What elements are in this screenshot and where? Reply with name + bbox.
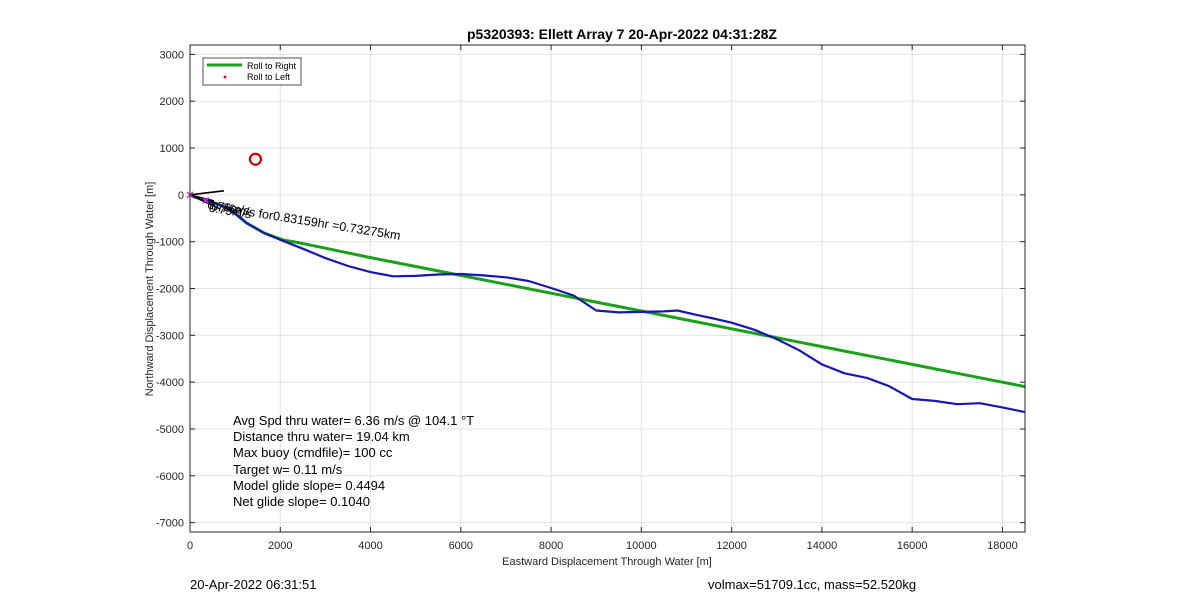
y-tick-label: 2000 xyxy=(160,96,184,108)
x-tick-label: 18000 xyxy=(987,540,1018,552)
legend-label-roll-right: Roll to Right xyxy=(247,61,297,71)
current-vector-line xyxy=(189,194,215,202)
info-avg-speed: Avg Spd thru water= 6.36 m/s @ 104.1 °T xyxy=(233,413,474,428)
gridlines xyxy=(190,45,1025,532)
info-max-buoy: Max buoy (cmdfile)= 100 cc xyxy=(233,445,393,460)
y-axis-label: Northward Displacement Through Water [m] xyxy=(144,182,156,397)
info-target-w: Target w= 0.11 m/s xyxy=(233,462,343,477)
x-tick-label: 12000 xyxy=(716,540,747,552)
chart-title: p5320393: Ellett Array 7 20-Apr-2022 04:… xyxy=(467,26,777,42)
y-tick-label: -4000 xyxy=(156,377,184,389)
series-track-line xyxy=(190,193,1025,414)
x-tick-label: 10000 xyxy=(626,540,657,552)
y-tick-label: -6000 xyxy=(156,471,184,483)
x-tick-label: 6000 xyxy=(449,540,473,552)
x-tick-label: 0 xyxy=(187,540,193,552)
x-tick-label: 16000 xyxy=(897,540,928,552)
info-net-glide: Net glide slope= 0.1040 xyxy=(233,494,370,509)
current-vector-line xyxy=(189,190,225,196)
y-tick-label: -7000 xyxy=(156,518,184,530)
x-tick-label: 8000 xyxy=(539,540,563,552)
y-tick-label: 3000 xyxy=(160,49,184,61)
red-circle-marker xyxy=(248,152,263,166)
x-tick-label: 4000 xyxy=(358,540,382,552)
current-annotation-1: 0.76m/s xyxy=(206,197,250,218)
axis-ticks: 0 2000 4000 6000 8000 10000 12000 14000 16000 180… xyxy=(156,45,1025,552)
y-tick-label: 0 xyxy=(178,190,184,202)
x-tick-label: 14000 xyxy=(807,540,838,552)
legend-box xyxy=(202,57,302,86)
footer-timestamp: 20-Apr-2022 06:31:51 xyxy=(190,577,317,592)
series-layer xyxy=(190,193,1025,414)
plot-frame xyxy=(189,44,1026,533)
y-tick-label: 1000 xyxy=(160,143,184,155)
legend: Roll to Right Roll to Left xyxy=(202,57,302,86)
legend-swatch-roll-left xyxy=(223,75,227,79)
legend-label-roll-left: Roll to Left xyxy=(247,72,291,82)
info-distance: Distance thru water= 19.04 km xyxy=(233,429,410,444)
current-annotation-2: 0.75m/s xyxy=(208,201,252,222)
y-tick-label: -2000 xyxy=(156,284,184,296)
info-model-glide: Model glide slope= 0.4494 xyxy=(233,478,385,493)
magenta-x-marker xyxy=(202,196,210,204)
footer-volmax-mass: volmax=51709.1cc, mass=52.520kg xyxy=(708,577,917,592)
y-tick-label: -3000 xyxy=(156,330,184,342)
y-tick-label: -1000 xyxy=(156,237,184,249)
y-tick-label: -5000 xyxy=(156,424,184,436)
info-box: Avg Spd thru water= 6.36 m/s @ 104.1 °T … xyxy=(233,413,474,509)
x-axis-label: Eastward Displacement Through Water [m] xyxy=(502,556,712,568)
x-tick-label: 2000 xyxy=(268,540,292,552)
